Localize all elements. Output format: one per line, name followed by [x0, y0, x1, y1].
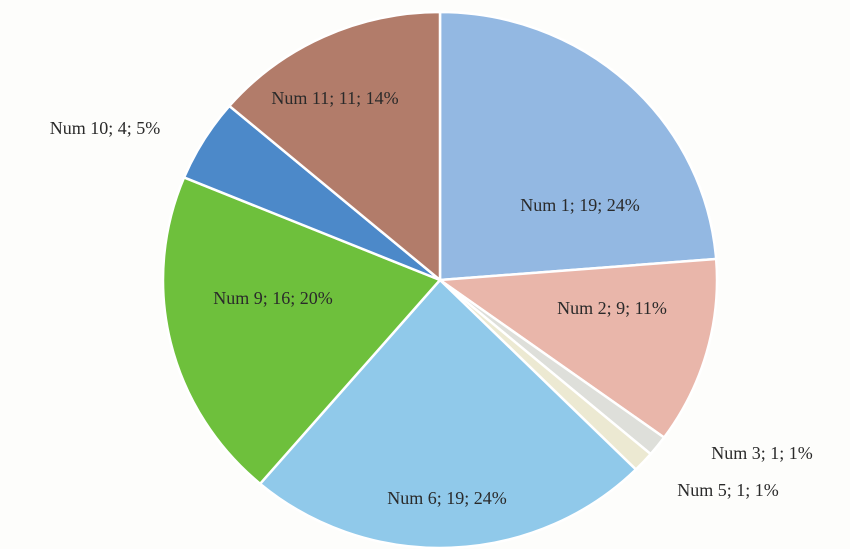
pie-slice — [161, 175, 443, 486]
slice-label: Num 3; 1; 1% — [711, 443, 813, 463]
slice-label: Num 11; 11; 14% — [271, 88, 398, 108]
pie-slice — [438, 10, 718, 282]
slice-label: Num 10; 4; 5% — [50, 118, 161, 138]
slice-label: Num 2; 9; 11% — [557, 298, 667, 318]
slice-label: Num 5; 1; 1% — [677, 480, 779, 500]
slice-label: Num 1; 19; 24% — [520, 195, 640, 215]
slice-label: Num 9; 16; 20% — [213, 288, 333, 308]
pie-slice — [436, 257, 719, 440]
pie-slice — [227, 10, 442, 283]
pie-slice — [258, 278, 638, 549]
slice-label: Num 6; 19; 24% — [387, 488, 507, 508]
